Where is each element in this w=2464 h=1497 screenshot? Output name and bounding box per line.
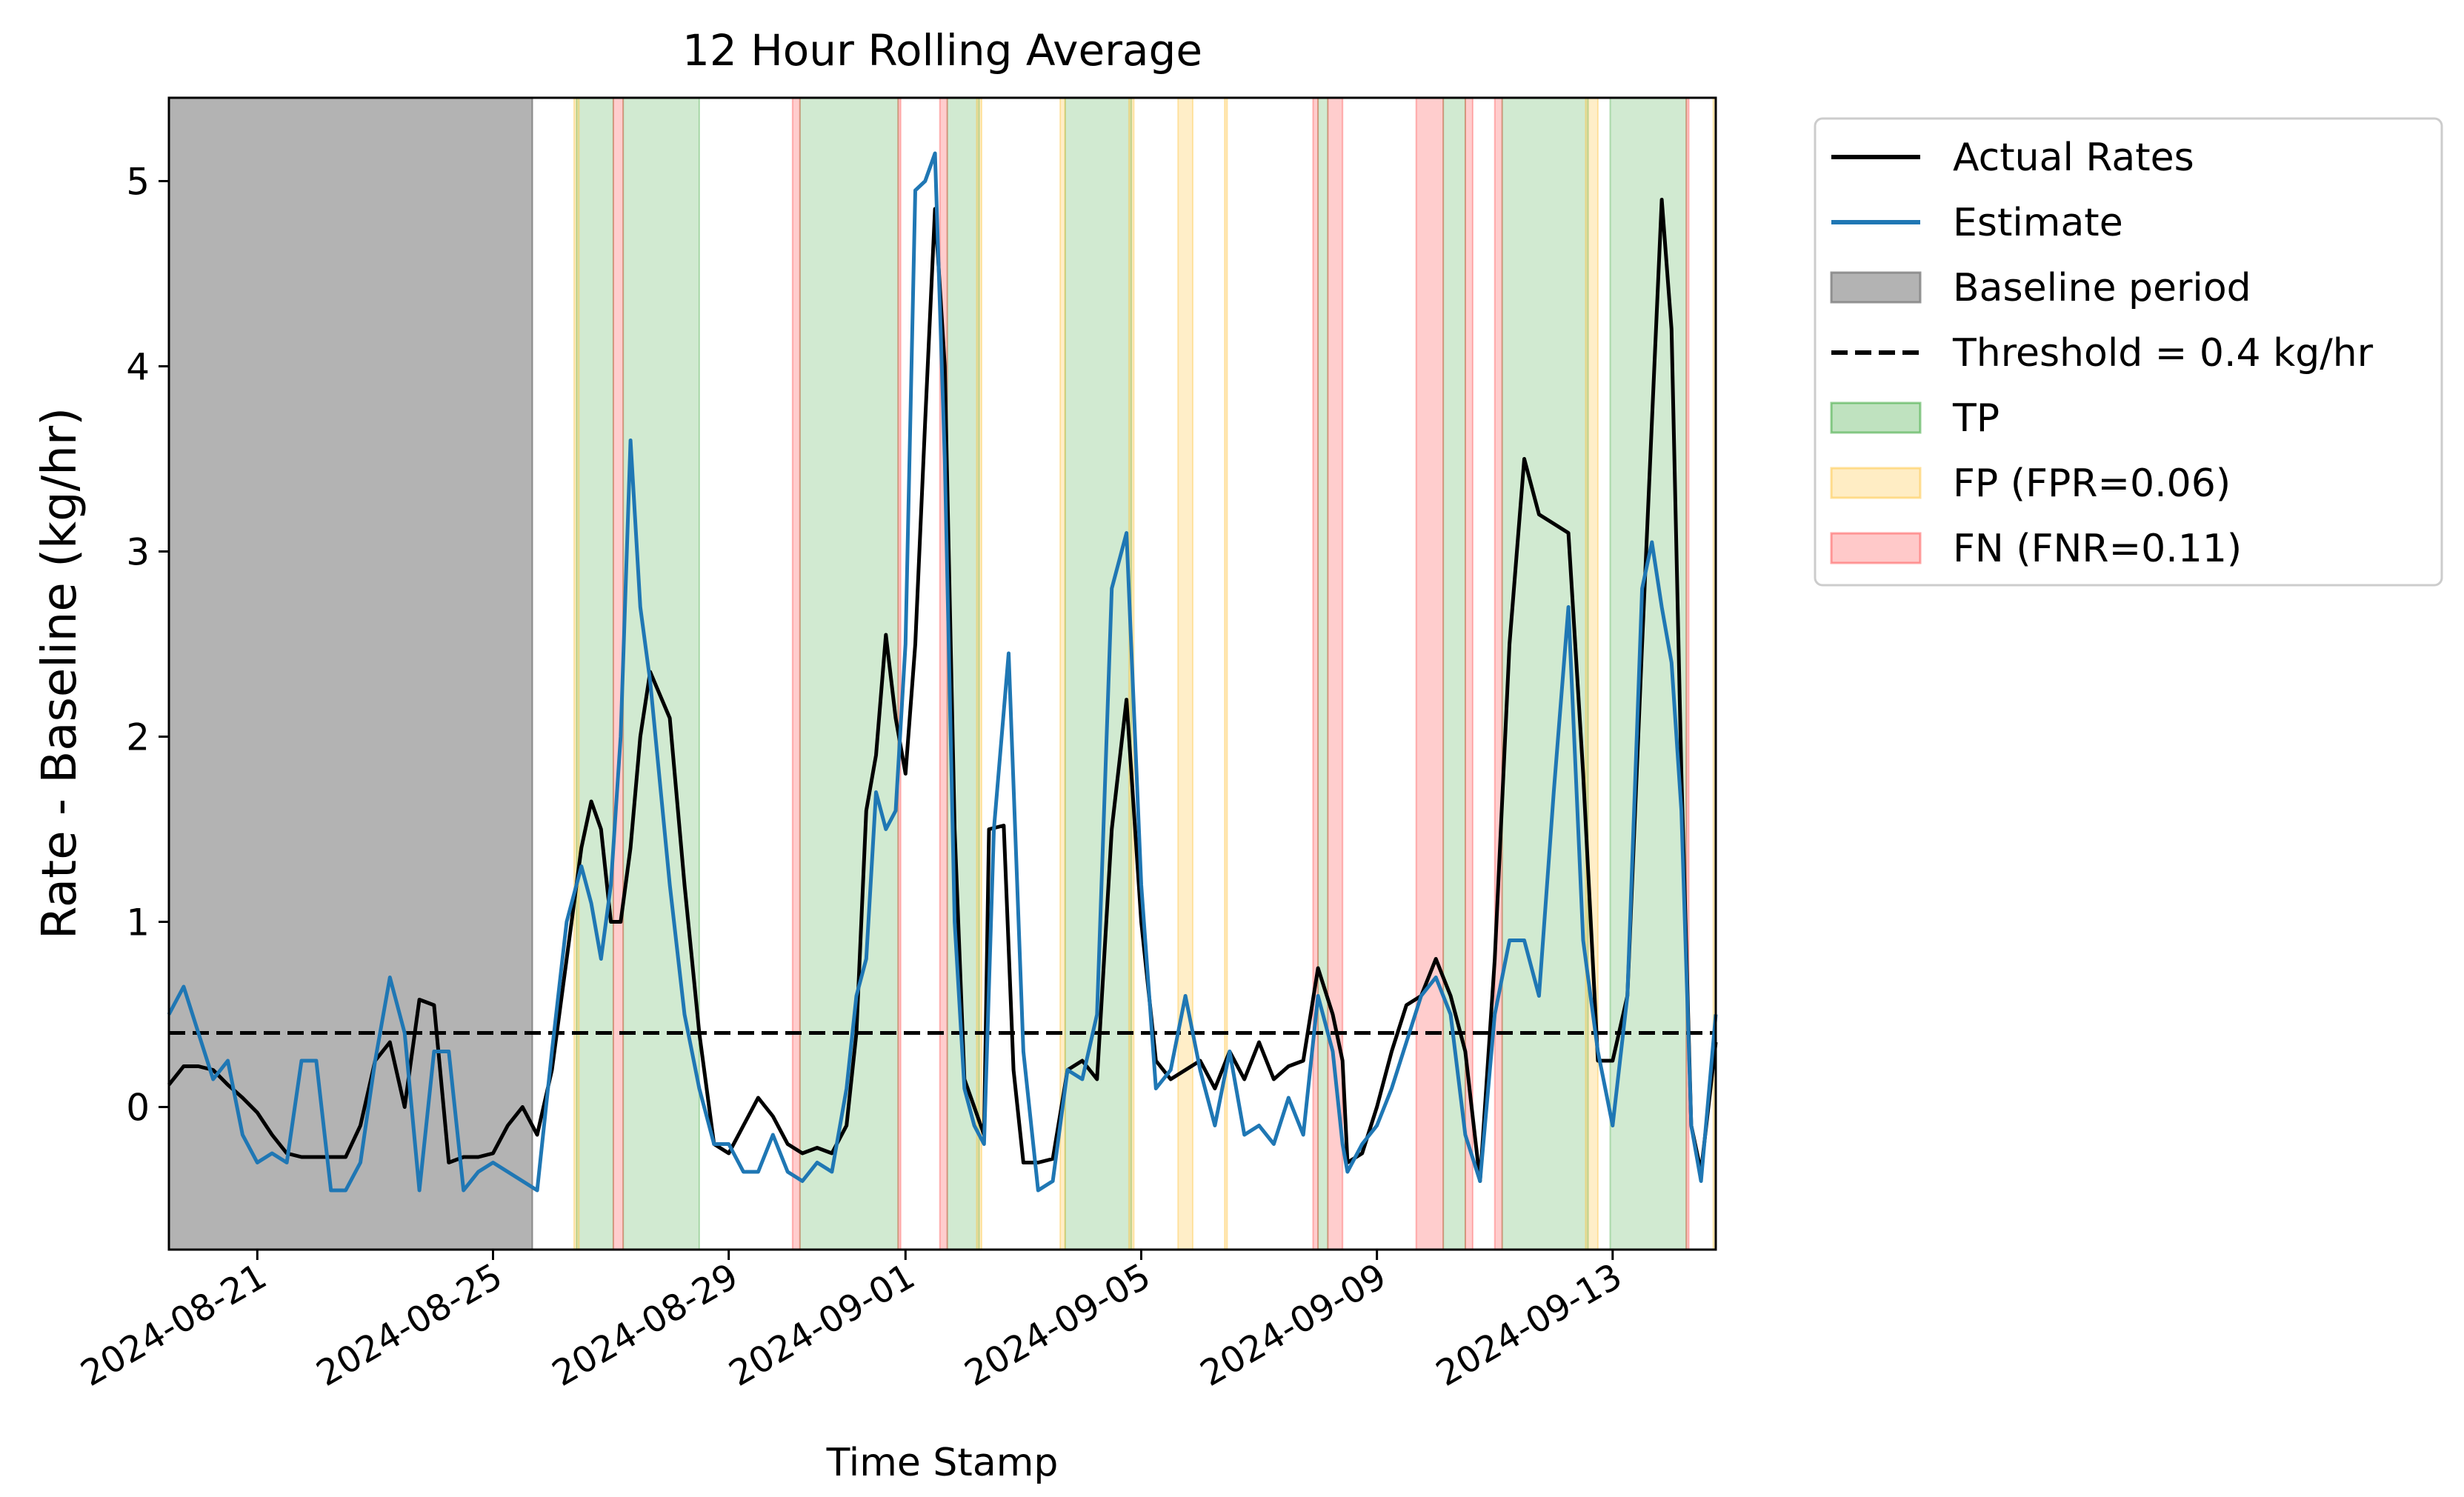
y-axis: 0 1 2 3 4 5 (126, 161, 169, 1130)
fn-span (1494, 97, 1503, 1250)
fp-span (1585, 97, 1599, 1250)
y-tick-label: 4 (126, 346, 150, 389)
legend-label: TP (1952, 396, 1999, 441)
legend-swatch (1830, 467, 1922, 499)
fn-span (1415, 97, 1445, 1250)
legend-items: Actual Rates Estimate Baseline period Thres… (1830, 136, 2374, 571)
series-layer (167, 151, 1718, 1193)
legend-swatch (1830, 271, 1922, 304)
fn-span (939, 97, 948, 1250)
actual-rates-line (167, 198, 1718, 1183)
plot-area (167, 96, 1718, 1251)
legend-label: FP (FPR=0.06) (1953, 461, 2231, 506)
fp-span (573, 97, 580, 1250)
legend-swatch (1830, 532, 1922, 564)
tp-span (1317, 97, 1329, 1250)
y-tick-label: 1 (126, 901, 150, 944)
legend-label: Threshold = 0.4 kg/hr (1952, 331, 2374, 376)
legend-label: FN (FNR=0.11) (1953, 527, 2242, 571)
y-tick-label: 2 (126, 716, 150, 759)
legend-frame (1814, 117, 2443, 587)
y-axis-label: Rate - Baseline (kg/hr) (33, 407, 87, 939)
fp-span (1177, 97, 1194, 1250)
legend-swatch (1830, 401, 1922, 434)
legend-label: Estimate (1953, 201, 2123, 245)
tp-span (576, 97, 614, 1250)
tp-span (622, 97, 700, 1250)
fn-span (897, 97, 902, 1250)
plot-frame (167, 96, 1717, 1251)
fn-span (791, 97, 801, 1250)
tp-span (1442, 97, 1466, 1250)
x-axis-label: Time Stamp (826, 1441, 1059, 1485)
chart-title: 12 Hour Rolling Average (682, 25, 1202, 76)
y-tick-label: 3 (126, 531, 150, 574)
tp-span (1609, 97, 1688, 1250)
baseline-period-span (168, 97, 533, 1250)
fp-span (1059, 97, 1066, 1250)
legend: Actual Rates Estimate Baseline period Thres… (1814, 117, 2443, 587)
tp-span (1501, 97, 1589, 1250)
legend-label: Actual Rates (1953, 136, 2194, 180)
fn-span (1312, 97, 1319, 1250)
fp-span (976, 97, 983, 1250)
span-layer (168, 97, 1717, 1250)
estimate-line (167, 151, 1718, 1193)
y-tick-label: 0 (126, 1087, 150, 1130)
y-tick-label: 5 (126, 161, 150, 204)
legend-label: Baseline period (1953, 266, 2251, 310)
